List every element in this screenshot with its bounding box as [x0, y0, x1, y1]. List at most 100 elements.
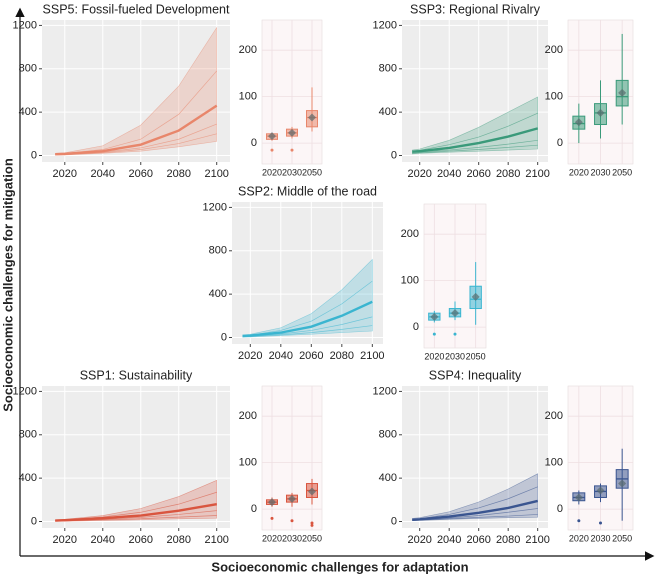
x-tick-label: 2040 — [91, 534, 115, 546]
y-tick-label: 0 — [251, 137, 257, 149]
x-tick-label: 2040 — [437, 168, 461, 180]
y-tick-label: 400 — [19, 472, 37, 484]
x-tick-label: 2030 — [590, 167, 610, 177]
outlier — [310, 523, 314, 527]
x-tick-label: 2050 — [302, 533, 322, 543]
x-tick-label: 2030 — [590, 533, 610, 543]
y-tick-label: 800 — [19, 63, 37, 75]
y-tick-label: 800 — [19, 429, 37, 441]
y-tick-label: 100 — [239, 457, 257, 469]
mean-marker — [596, 486, 605, 495]
x-tick-label: 2100 — [204, 168, 228, 180]
mean-marker — [596, 108, 605, 117]
x-tick-label: 2080 — [166, 534, 190, 546]
x-tick-label: 2060 — [129, 168, 153, 180]
mean-marker — [288, 128, 296, 137]
y-tick-label: 400 — [209, 288, 227, 300]
x-tick-label: 2080 — [496, 534, 520, 546]
panel-title: SSP1: Sustainability — [80, 368, 193, 382]
x-tick-label: 2040 — [269, 350, 293, 362]
x-tick-label: 2100 — [204, 534, 228, 546]
mean-marker — [308, 113, 316, 122]
y-tick-label: 800 — [209, 245, 227, 257]
y-tick-label: 100 — [545, 91, 563, 103]
x-tick-label: 2030 — [282, 533, 302, 543]
y-tick-label: 400 — [379, 472, 397, 484]
y-tick-label: 800 — [379, 429, 397, 441]
y-tick-label: 400 — [19, 106, 37, 118]
x-tick-label: 2050 — [302, 167, 322, 177]
y-tick-label: 200 — [401, 228, 419, 240]
x-tick-label: 2030 — [282, 167, 302, 177]
y-tick-label: 200 — [545, 44, 563, 56]
median-line — [242, 300, 373, 338]
outlier — [290, 148, 294, 152]
x-tick-label: 2020 — [262, 533, 282, 543]
x-tick-label: 2060 — [299, 350, 323, 362]
y-tick-label: 1200 — [373, 385, 397, 397]
y-tick-label: 0 — [251, 503, 257, 515]
y-tick-label: 100 — [401, 275, 419, 287]
y-tick-label: 800 — [379, 63, 397, 75]
x-axis-label: Socioeconomic challenges for adaptation — [211, 559, 468, 574]
panel-title: SSP5: Fossil-fueled Development — [43, 2, 230, 16]
y-tick-label: 0 — [557, 503, 563, 515]
mean-marker — [268, 498, 276, 507]
outlier — [270, 516, 274, 520]
x-tick-label: 2020 — [262, 167, 282, 177]
panel-title: SSP2: Middle of the road — [238, 184, 377, 198]
x-tick-label: 2080 — [496, 168, 520, 180]
panel-title: SSP4: Inequality — [429, 368, 522, 382]
x-tick-label: 2020 — [569, 533, 589, 543]
member-line — [412, 144, 538, 154]
panel-title: SSP3: Regional Rivalry — [410, 2, 541, 16]
x-tick-label: 2020 — [53, 168, 77, 180]
median-line — [55, 104, 218, 156]
x-tick-label: 2050 — [612, 533, 632, 543]
x-tick-label: 2100 — [360, 350, 384, 362]
mean-marker — [618, 88, 627, 97]
y-tick-label: 0 — [413, 321, 419, 333]
mean-marker — [268, 132, 276, 141]
median-line — [412, 127, 538, 153]
x-tick-label: 2100 — [525, 534, 549, 546]
x-tick-label: 2080 — [166, 168, 190, 180]
x-tick-label: 2060 — [466, 534, 490, 546]
y-tick-label: 0 — [221, 331, 227, 343]
y-tick-label: 0 — [557, 137, 563, 149]
y-tick-label: 100 — [545, 457, 563, 469]
x-tick-label: 2020 — [53, 534, 77, 546]
x-tick-label: 2100 — [525, 168, 549, 180]
y-tick-label: 1200 — [13, 19, 37, 31]
x-tick-label: 2050 — [466, 351, 486, 361]
outlier — [270, 148, 274, 152]
y-tick-label: 100 — [239, 91, 257, 103]
x-tick-label: 2050 — [612, 167, 632, 177]
y-axis-label: Socioeconomic challenges for mitigation — [0, 158, 15, 412]
outlier — [599, 521, 602, 525]
x-tick-label: 2020 — [407, 168, 431, 180]
mean-marker — [618, 479, 627, 488]
mean-marker — [574, 493, 583, 502]
y-tick-label: 200 — [239, 44, 257, 56]
mean-marker — [288, 494, 296, 503]
x-tick-label: 2020 — [407, 534, 431, 546]
median-line — [55, 502, 217, 522]
outlier — [453, 332, 457, 336]
y-tick-label: 0 — [391, 515, 397, 527]
mean-marker — [574, 118, 583, 127]
x-tick-label: 2020 — [569, 167, 589, 177]
x-tick-label: 2040 — [91, 168, 115, 180]
x-tick-label: 2020 — [424, 351, 444, 361]
y-tick-label: 200 — [545, 410, 563, 422]
x-tick-label: 2060 — [129, 534, 153, 546]
x-tick-label: 2030 — [445, 351, 465, 361]
x-tick-label: 2040 — [437, 534, 461, 546]
y-tick-label: 400 — [379, 106, 397, 118]
y-tick-label: 1200 — [373, 19, 397, 31]
x-tick-label: 2080 — [330, 350, 354, 362]
x-tick-label: 2020 — [238, 350, 262, 362]
y-tick-label: 1200 — [203, 201, 227, 213]
mean-marker — [308, 487, 316, 496]
